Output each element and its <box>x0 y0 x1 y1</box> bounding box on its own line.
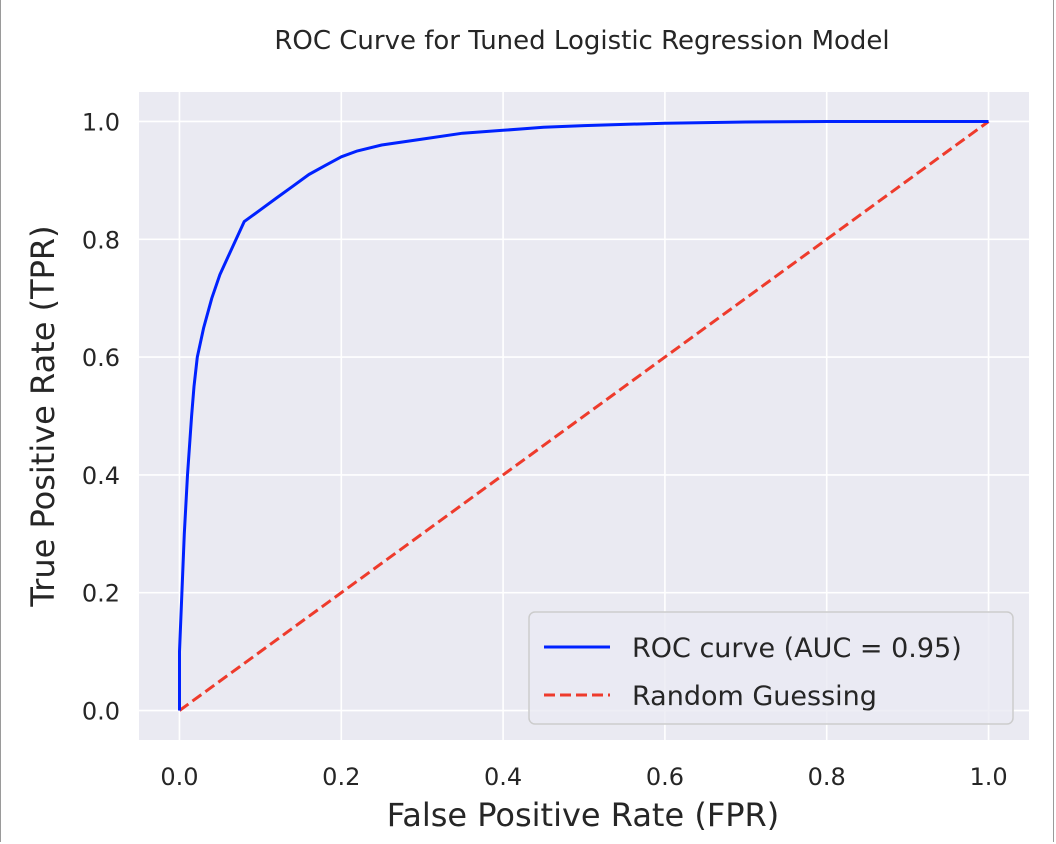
x-tick-labels: 0.0 0.2 0.4 0.6 0.8 1.0 <box>160 763 1007 791</box>
legend: ROC curve (AUC = 0.95) Random Guessing <box>528 611 1014 725</box>
x-axis-label: False Positive Rate (FPR) <box>387 796 779 834</box>
x-tick-label: 1.0 <box>969 763 1007 791</box>
y-tick-label: 0.2 <box>82 580 120 608</box>
roc-curve-line <box>178 120 989 711</box>
y-tick-label: 0.0 <box>82 698 120 726</box>
legend-label-roc: ROC curve (AUC = 0.95) <box>632 633 962 664</box>
random-guessing-line <box>178 120 990 712</box>
y-tick-labels: 0.0 0.2 0.4 0.6 0.8 1.0 <box>82 108 120 725</box>
legend-box <box>528 611 1014 725</box>
y-tick-label: 0.6 <box>82 344 120 372</box>
y-tick-label: 0.8 <box>82 226 120 254</box>
x-tick-label: 0.4 <box>484 763 522 791</box>
y-tick-label: 1.0 <box>82 108 120 136</box>
y-tick-label: 0.4 <box>82 462 120 490</box>
y-axis-label: True Positive Rate (TPR) <box>24 225 62 607</box>
x-tick-label: 0.0 <box>160 763 198 791</box>
x-tick-label: 0.8 <box>808 763 846 791</box>
x-tick-label: 0.2 <box>322 763 360 791</box>
x-tick-label: 0.6 <box>646 763 684 791</box>
chart-title: ROC Curve for Tuned Logistic Regression … <box>274 26 889 56</box>
legend-label-random: Random Guessing <box>632 681 877 712</box>
series-layer <box>178 120 990 712</box>
